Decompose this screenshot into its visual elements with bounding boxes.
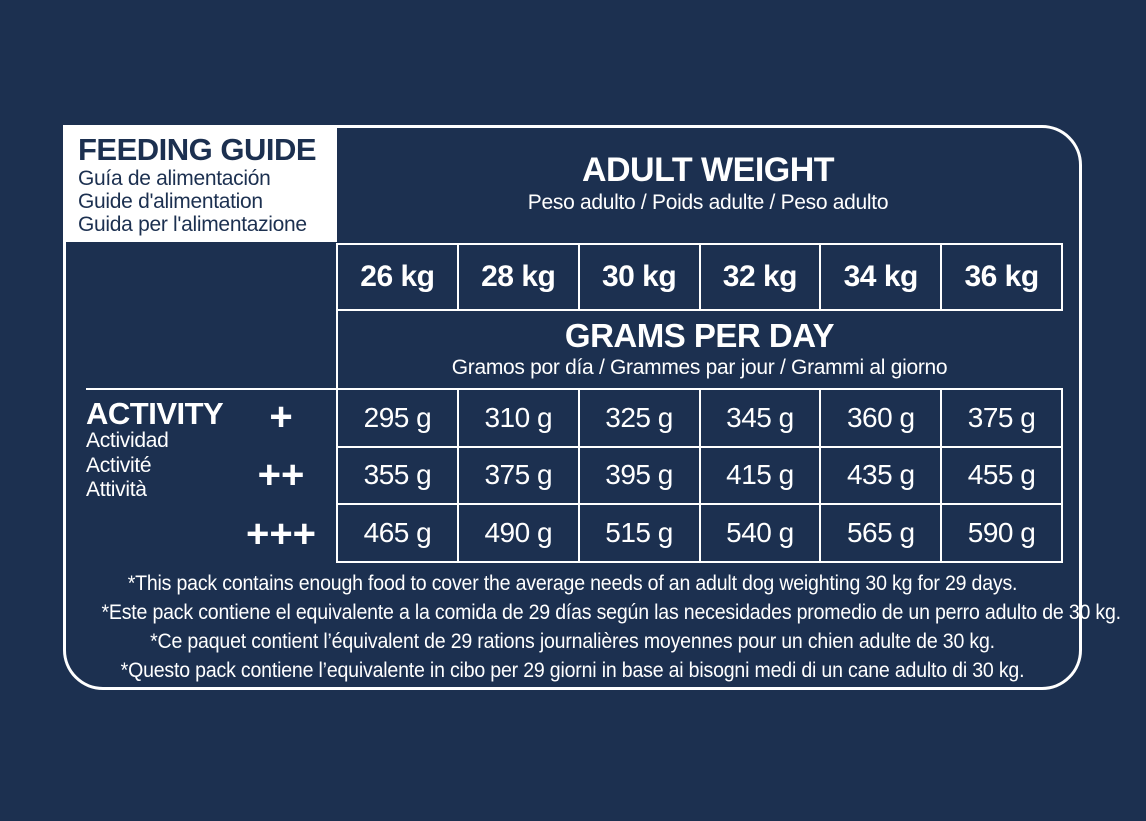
grams-cell: 355 g bbox=[338, 447, 457, 504]
grams-cell: 565 g bbox=[821, 505, 941, 561]
weight-header-row: 26 kg 28 kg 30 kg 32 kg 34 kg 36 kg bbox=[336, 243, 1063, 311]
feeding-guide-title: FEEDING GUIDE bbox=[78, 132, 317, 167]
footnote-en: *This pack contains enough food to cover… bbox=[127, 572, 1018, 595]
weight-header-cell: 26 kg bbox=[338, 245, 457, 309]
grams-cell: 375 g bbox=[942, 390, 1061, 446]
activity-subtitle-es: Actividad bbox=[86, 429, 169, 452]
footnote-fr: *Ce paquet contient l’équivalent de 29 r… bbox=[150, 630, 995, 653]
weight-header-cell: 34 kg bbox=[821, 245, 941, 309]
feeding-guide-subtitle-it: Guida per l'alimentazione bbox=[78, 212, 307, 236]
grams-cell: 515 g bbox=[579, 505, 699, 561]
grams-cell: 345 g bbox=[700, 390, 820, 446]
grams-cell: 590 g bbox=[942, 505, 1061, 561]
grams-cell: 455 g bbox=[942, 447, 1061, 504]
grams-cell: 375 g bbox=[458, 447, 578, 504]
activity-subtitle-it: Attività bbox=[86, 478, 147, 502]
activity-header: ACTIVITY Actividad Activité Attività bbox=[86, 396, 224, 503]
weight-header-cell: 28 kg bbox=[458, 245, 578, 309]
adult-weight-header: ADULT WEIGHT Peso adulto / Poids adulte … bbox=[337, 128, 1079, 240]
feeding-guide-panel: FEEDING GUIDE Guía de alimentación Guide… bbox=[63, 125, 1121, 690]
footnote-es: *Este pack contiene el equivalente a la … bbox=[101, 601, 1121, 624]
activity-level-high: +++ bbox=[245, 512, 317, 556]
grams-cell: 310 g bbox=[458, 390, 578, 446]
grams-cell: 435 g bbox=[821, 447, 941, 504]
grams-data-table: 295 g 310 g 325 g 345 g 360 g 375 g 355 … bbox=[336, 388, 1063, 563]
grams-cell: 540 g bbox=[700, 505, 820, 561]
grams-cell: 325 g bbox=[579, 390, 699, 446]
feeding-guide-subtitle-fr: Guide d'alimentation bbox=[78, 189, 263, 213]
feeding-guide-subtitle-es: Guía de alimentación bbox=[78, 166, 271, 190]
grams-cell: 465 g bbox=[338, 505, 457, 561]
weight-header-cell: 30 kg bbox=[579, 245, 699, 309]
grams-per-day-header: GRAMS PER DAY Gramos por día / Grammes p… bbox=[336, 311, 1063, 388]
adult-weight-subtitle: Peso adulto / Poids adulte / Peso adulto bbox=[527, 191, 889, 215]
activity-row-top-line bbox=[86, 388, 338, 390]
footnote-it: *Questo pack contiene l’equivalente in c… bbox=[120, 659, 1025, 682]
grams-cell: 415 g bbox=[700, 447, 820, 504]
weight-header-cell: 32 kg bbox=[700, 245, 820, 309]
grams-cell: 490 g bbox=[458, 505, 578, 561]
grams-cell: 395 g bbox=[579, 447, 699, 504]
grams-cell: 360 g bbox=[821, 390, 941, 446]
activity-level-low: + bbox=[269, 395, 293, 439]
grams-per-day-title: GRAMS PER DAY bbox=[564, 317, 835, 355]
activity-subtitle-fr: Activité bbox=[86, 453, 152, 477]
activity-title: ACTIVITY bbox=[86, 396, 224, 431]
grams-cell: 295 g bbox=[338, 390, 457, 446]
adult-weight-title: ADULT WEIGHT bbox=[581, 150, 835, 189]
grams-per-day-subtitle: Gramos por día / Grammes par jour / Gram… bbox=[451, 355, 948, 379]
feeding-guide-title-box: FEEDING GUIDE Guía de alimentación Guide… bbox=[63, 125, 337, 242]
activity-level-medium: ++ bbox=[257, 453, 305, 497]
footnotes: *This pack contains enough food to cover… bbox=[66, 569, 1121, 685]
weight-header-cell: 36 kg bbox=[942, 245, 1061, 309]
